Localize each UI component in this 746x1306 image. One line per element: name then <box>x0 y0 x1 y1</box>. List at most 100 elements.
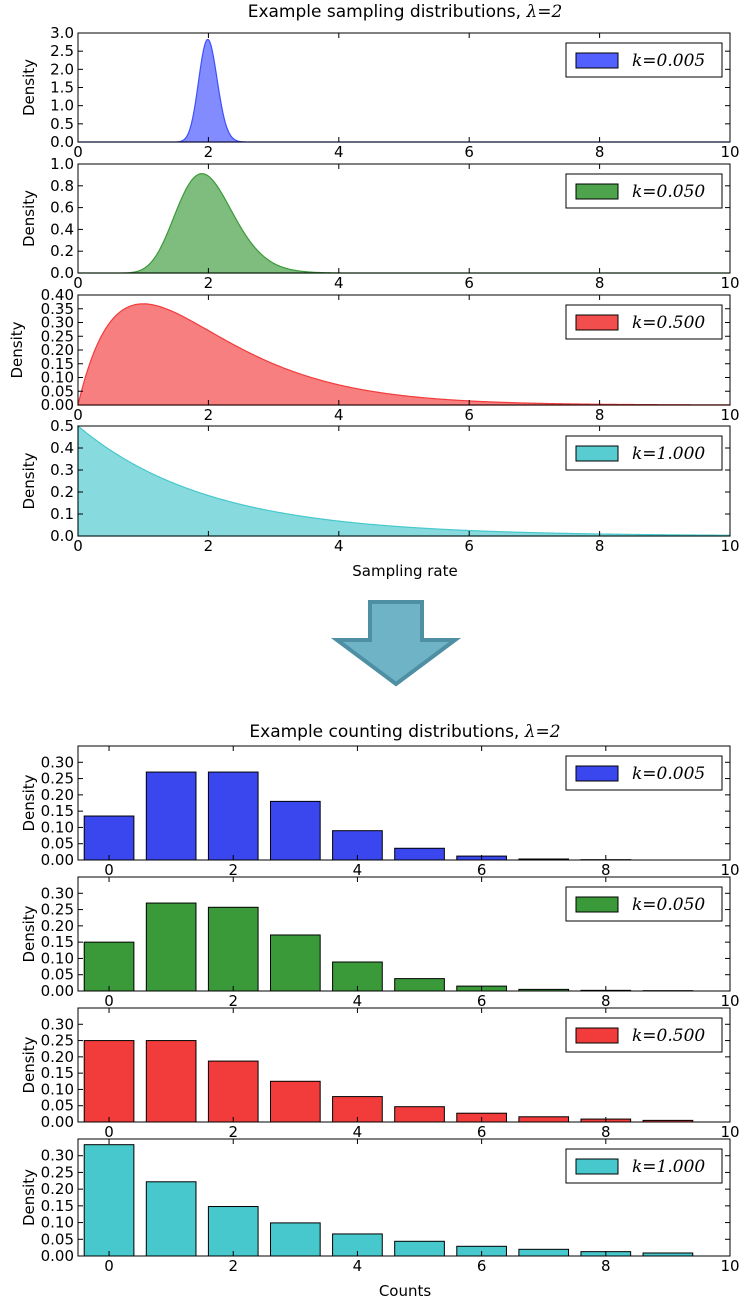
ytick-label: 0.30 <box>41 1015 74 1033</box>
ytick-label: 0.15 <box>41 1197 74 1215</box>
ylabel: Density <box>20 190 38 247</box>
bar-2 <box>207 1206 259 1257</box>
xtick-label: 0 <box>104 861 114 879</box>
bar-2 <box>207 771 259 861</box>
bottom-chart-title: Example counting distributions, λ=2 <box>249 722 560 742</box>
ytick-label: 0.20 <box>41 1180 74 1198</box>
xtick-label: 4 <box>334 274 344 292</box>
legend-label: k=1.000 <box>632 1157 705 1177</box>
bar-0 <box>83 941 135 992</box>
xtick-label: 6 <box>477 1257 487 1275</box>
xtick-label: 2 <box>228 861 238 879</box>
xtick-label: 8 <box>595 143 605 161</box>
ytick-label: 1.0 <box>50 97 74 115</box>
bar-5 <box>394 978 445 992</box>
xtick-label: 2 <box>204 274 214 292</box>
legend-swatch <box>575 1158 619 1175</box>
xtick-label: 4 <box>353 861 363 879</box>
xtick-label: 0 <box>104 1123 114 1141</box>
bar-7 <box>518 1116 570 1123</box>
ylabel: Density <box>20 1036 38 1093</box>
bar-1 <box>145 771 197 861</box>
plot-frame <box>77 745 731 861</box>
ytick-label: 0.25 <box>41 901 74 919</box>
legend-swatch <box>575 52 619 69</box>
xtick-label: 8 <box>601 1123 611 1141</box>
plot-frame <box>77 425 731 537</box>
xtick-label: 10 <box>720 406 739 424</box>
ytick-label: 0.00 <box>41 982 74 1000</box>
bar-0 <box>83 1040 135 1123</box>
xtick-label: 2 <box>204 537 214 555</box>
legend-swatch <box>575 1027 619 1044</box>
ytick-label: 0.20 <box>41 341 74 359</box>
xtick-label: 10 <box>720 992 739 1010</box>
ytick-label: 0.10 <box>41 1080 74 1098</box>
xtick-label: 10 <box>720 1123 739 1141</box>
ytick-label: 1.0 <box>50 155 74 173</box>
xtick-label: 8 <box>595 274 605 292</box>
top-xlabel: Sampling rate <box>352 562 457 580</box>
xtick-label: 2 <box>228 1257 238 1275</box>
xtick-label: 0 <box>73 143 83 161</box>
bar-1 <box>145 1040 197 1123</box>
xtick-label: 0 <box>104 1257 114 1275</box>
xtick-label: 0 <box>73 537 83 555</box>
ytick-label: 0.05 <box>41 1230 74 1248</box>
legend-label: k=0.005 <box>632 764 705 784</box>
ytick-label: 0.25 <box>41 1032 74 1050</box>
plot-frame <box>77 876 731 992</box>
ytick-label: 0.10 <box>41 949 74 967</box>
bar-3 <box>269 934 321 992</box>
ytick-label: 0.20 <box>41 917 74 935</box>
ytick-label: 2.5 <box>50 42 74 60</box>
legend-label: k=0.500 <box>632 1026 705 1046</box>
legend-swatch <box>575 314 619 331</box>
bar-1 <box>145 1181 197 1257</box>
xtick-label: 6 <box>464 143 474 161</box>
xtick-label: 4 <box>353 1257 363 1275</box>
xtick-label: 4 <box>334 143 344 161</box>
ylabel: Density <box>20 774 38 831</box>
legend-label: k=1.000 <box>632 444 705 464</box>
ytick-label: 0.3 <box>50 461 74 479</box>
panel-6: 0.000.050.100.150.200.250.30 0 2 4 6 8 10 Densi… <box>20 876 740 1010</box>
ytick-label: 0.15 <box>41 1064 74 1082</box>
ytick-label: 0.25 <box>41 1163 74 1181</box>
ytick-label: 0.30 <box>41 1147 74 1165</box>
top-title-text: Example sampling distributions, <box>248 2 527 22</box>
plot-frame <box>77 1007 731 1123</box>
xtick-label: 2 <box>204 406 214 424</box>
ytick-label: 0.00 <box>41 1247 74 1265</box>
ytick-label: 0.2 <box>50 483 74 501</box>
xtick-label: 4 <box>353 992 363 1010</box>
panel-5: 0.000.050.100.150.200.250.30 0 2 4 6 8 10 Densi… <box>20 745 740 879</box>
xtick-label: 6 <box>477 992 487 1010</box>
ytick-label: 0.05 <box>41 966 74 984</box>
ytick-label: 0.25 <box>41 770 74 788</box>
xtick-label: 4 <box>334 406 344 424</box>
ylabel: Density <box>20 1169 38 1226</box>
bar-3 <box>269 1080 321 1123</box>
ytick-label: 0.4 <box>50 439 74 457</box>
bottom-title-math: λ=2 <box>524 722 561 742</box>
ytick-label: 0.00 <box>41 1113 74 1131</box>
xtick-label: 8 <box>601 1257 611 1275</box>
xtick-label: 6 <box>464 537 474 555</box>
xtick-label: 2 <box>228 1123 238 1141</box>
ytick-label: 0.10 <box>41 369 74 387</box>
bar-1 <box>145 902 197 992</box>
ytick-label: 0.25 <box>41 327 74 345</box>
ytick-label: 0.20 <box>41 1048 74 1066</box>
bottom-title-text: Example counting distributions, <box>249 722 524 742</box>
legend-swatch <box>575 765 619 782</box>
top-chart-title: Example sampling distributions, λ=2 <box>248 2 563 22</box>
ytick-label: 0.00 <box>41 851 74 869</box>
bar-2 <box>207 906 259 992</box>
xtick-label: 0 <box>73 406 83 424</box>
bar-3 <box>269 1222 321 1257</box>
bar-3 <box>269 800 321 861</box>
ytick-label: 0.0 <box>50 133 74 151</box>
panel-2: 0.0 0.2 0.4 0.6 0.8 1.0 0 2 4 6 8 10 Density k=0.050 <box>20 155 740 292</box>
density-area-k=0.500 <box>77 303 731 406</box>
